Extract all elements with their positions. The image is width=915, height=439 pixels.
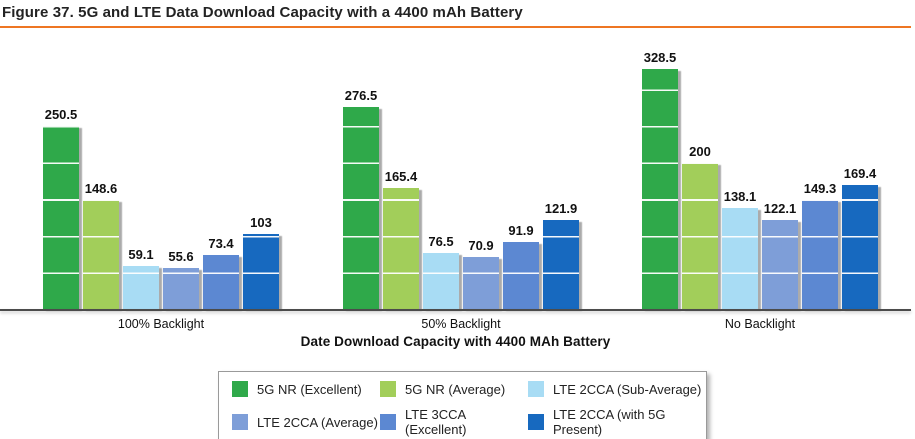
bar-value-label: 121.9 <box>544 200 578 216</box>
bar-value-label: 55.6 <box>168 249 194 265</box>
bar-lte-2cca-average: 122.1 <box>762 201 798 309</box>
bar-value-label: 76.5 <box>428 234 454 249</box>
bar-5g-nr-average: 165.4 <box>383 169 419 309</box>
bar-value-label: 149.3 <box>803 180 837 196</box>
legend-label: LTE 2CCA (Average) <box>257 414 378 430</box>
legend-label: LTE 2CCA (with 5G Present) <box>553 407 666 437</box>
legend-swatch <box>380 381 396 397</box>
legend-swatch <box>380 414 396 430</box>
bar-lte-2cca-with-5g-present: 103 <box>243 215 279 309</box>
legend-label: LTE 2CCA (Sub-Average) <box>553 381 702 397</box>
x-axis-title: Date Download Capacity with 4400 MAh Bat… <box>300 334 611 349</box>
category-label: 50% Backlight <box>421 317 501 331</box>
x-axis-line <box>0 309 911 311</box>
bar-lte-3cca-excellent: 91.9 <box>503 223 539 309</box>
bar-value-label: 250.5 <box>44 106 78 122</box>
bar-lte-2cca-with-5g-present: 121.9 <box>543 201 579 309</box>
bar-value-label: 138.1 <box>723 188 757 204</box>
title-accent-rule <box>0 26 911 28</box>
bar-group-1: 250.5 148.6 59.1 55.6 73.4 103 <box>43 107 279 309</box>
bar-value-label: 328.5 <box>643 49 677 65</box>
category-label: No Backlight <box>724 317 796 331</box>
bar-value-label: 200 <box>689 143 711 159</box>
legend-item: LTE 2CCA (Average) <box>232 407 380 437</box>
figure-title: Figure 37. 5G and LTE Data Download Capa… <box>2 4 523 21</box>
legend: 5G NR (Excellent) 5G NR (Average) LTE 2CCA… <box>218 371 707 439</box>
bar-lte-2cca-sub-average: 138.1 <box>722 189 758 309</box>
bar-group-3: 328.5 200 138.1 122.1 149.3 169.4 <box>642 50 878 309</box>
bar-5g-nr-average: 148.6 <box>83 181 119 309</box>
bar-value-label: 73.4 <box>208 236 234 252</box>
bar-5g-nr-excellent: 250.5 <box>43 107 79 309</box>
bar-lte-2cca-average: 70.9 <box>463 238 499 309</box>
bar-lte-2cca-average: 55.6 <box>163 249 199 309</box>
legend-label: 5G NR (Average) <box>405 381 506 397</box>
bar-value-label: 148.6 <box>84 181 118 197</box>
bar-5g-nr-excellent: 276.5 <box>343 88 379 309</box>
bar-lte-3cca-excellent: 149.3 <box>802 181 838 309</box>
legend-item: 5G NR (Average) <box>380 381 528 397</box>
bar-group-2: 276.5 165.4 76.5 70.9 91.9 121.9 <box>343 88 579 309</box>
bar-value-label: 276.5 <box>344 87 378 103</box>
category-label: 100% Backlight <box>117 317 205 331</box>
legend-item: LTE 2CCA (with 5G Present) <box>528 407 706 437</box>
legend-swatch <box>528 381 544 397</box>
bar-value-label: 122.1 <box>763 200 797 216</box>
bar-value-label: 169.4 <box>843 166 877 181</box>
legend-item: 5G NR (Excellent) <box>232 381 380 397</box>
bar-lte-2cca-sub-average: 76.5 <box>423 234 459 309</box>
bar-value-label: 59.1 <box>128 246 154 262</box>
bar-5g-nr-average: 200 <box>682 144 718 309</box>
bar-5g-nr-excellent: 328.5 <box>642 50 678 309</box>
legend-item: LTE 3CCA (Excellent) <box>380 407 528 437</box>
legend-swatch <box>528 414 544 430</box>
legend-item: LTE 2CCA (Sub-Average) <box>528 381 706 397</box>
legend-swatch <box>232 414 248 430</box>
bar-value-label: 165.4 <box>384 168 418 184</box>
bar-lte-3cca-excellent: 73.4 <box>203 236 239 309</box>
bar-value-label: 91.9 <box>508 222 534 238</box>
legend-swatch <box>232 381 248 397</box>
bar-value-label: 103 <box>250 214 272 230</box>
legend-label: 5G NR (Excellent) <box>257 381 362 397</box>
legend-label: LTE 3CCA (Excellent) <box>405 407 467 437</box>
bar-lte-2cca-with-5g-present: 169.4 <box>842 166 878 309</box>
bar-lte-2cca-sub-average: 59.1 <box>123 247 159 309</box>
bar-value-label: 70.9 <box>468 238 494 254</box>
